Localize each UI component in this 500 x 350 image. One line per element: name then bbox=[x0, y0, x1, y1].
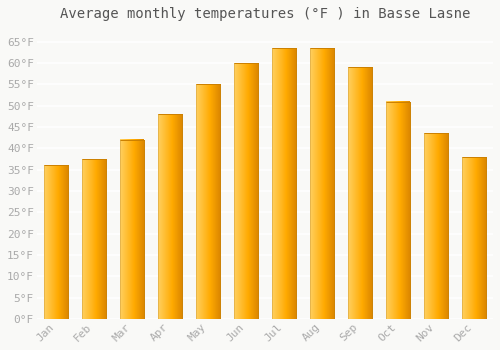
Title: Average monthly temperatures (°F ) in Basse Lasne: Average monthly temperatures (°F ) in Ba… bbox=[60, 7, 470, 21]
